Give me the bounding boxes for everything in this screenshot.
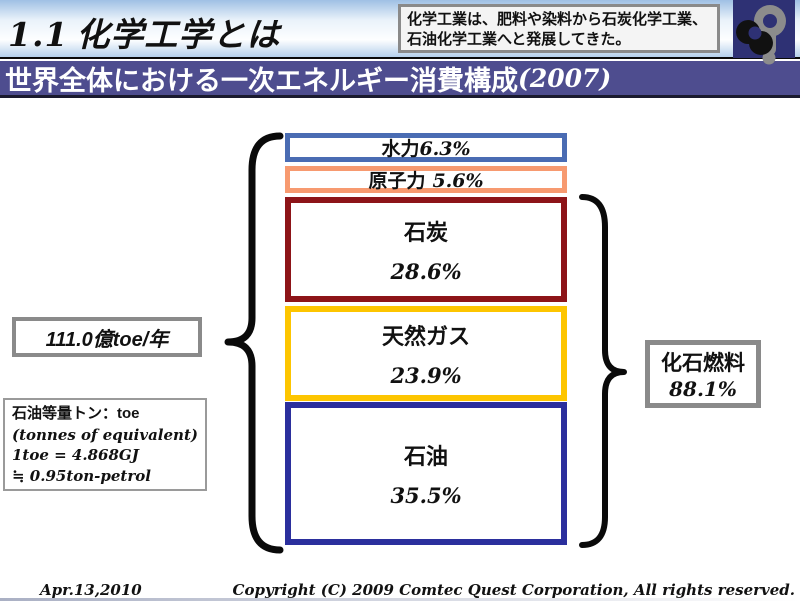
bottom-edge-strip — [0, 598, 800, 601]
toe-note-line4: ≒ 0.95ton-petrol — [12, 467, 151, 486]
segment-gas: 天然ガス 23.9% — [285, 306, 567, 401]
header-info-line1: 化学工業は、肥料や染料から石炭化学工業、 — [407, 11, 708, 28]
page-title-number: 1.1 — [8, 15, 69, 54]
segment-nuclear: 原子力 5.6% — [285, 166, 567, 193]
left-brace — [224, 132, 284, 554]
segment-gas-name: 天然ガス — [381, 324, 470, 349]
segment-hydro-name: 水力 — [381, 139, 420, 160]
footer-date: Apr.13,2010 — [40, 581, 142, 599]
fossil-fuel-value: 88.1% — [669, 377, 737, 401]
header-info-line2: 石油化学工業へと発展してきた。 — [407, 31, 631, 49]
fossil-fuel-box: 化石燃料 88.1% — [645, 340, 761, 408]
fossil-fuel-label: 化石燃料 — [661, 352, 745, 375]
total-consumption-box: 111.0億toe/年 — [12, 317, 202, 357]
header-info-box: 化学工業は、肥料や染料から石炭化学工業、 石油化学工業へと発展してきた。 — [398, 4, 720, 53]
banner-year: (2007) — [518, 63, 612, 93]
segment-hydro-value: 6.3% — [419, 138, 471, 160]
segment-coal-value: 28.6% — [390, 259, 462, 284]
segment-gas-value: 23.9% — [390, 363, 462, 388]
section-banner: 世界全体における一次エネルギー消費構成 (2007) — [0, 61, 800, 98]
toe-note-line3: 1toe = 4.868GJ — [12, 446, 139, 465]
header: 1.1 化学工学とは 化学工業は、肥料や染料から石炭化学工業、 石油化学工業へと発… — [0, 0, 800, 65]
segment-coal-name: 石炭 — [403, 220, 448, 245]
segment-oil: 石油 35.5% — [285, 402, 567, 545]
page-title-text: 化学工学とは — [76, 16, 281, 53]
segment-nuclear-name: 原子力 — [368, 171, 426, 192]
total-consumption-label: 111.0億toe/年 — [45, 328, 169, 351]
right-brace — [579, 194, 627, 548]
segment-coal: 石炭 28.6% — [285, 197, 567, 302]
banner-title: 世界全体における一次エネルギー消費構成 — [5, 65, 518, 96]
toe-note-line1: 石油等量トン：toe — [12, 405, 140, 422]
toe-note-box: 石油等量トン：toe (tonnes of equivalent) 1toe =… — [3, 398, 207, 491]
segment-oil-value: 35.5% — [390, 483, 462, 508]
comtec-quest-logo-icon — [733, 0, 795, 65]
segment-nuclear-value: 5.6% — [432, 170, 484, 192]
segment-hydro: 水力 6.3% — [285, 133, 567, 162]
segment-oil-name: 石油 — [403, 444, 448, 469]
toe-note-line2: (tonnes of equivalent) — [12, 425, 198, 444]
footer-copyright: Copyright (C) 2009 Comtec Quest Corporat… — [232, 581, 795, 599]
page-title: 1.1 化学工学とは — [8, 8, 280, 56]
